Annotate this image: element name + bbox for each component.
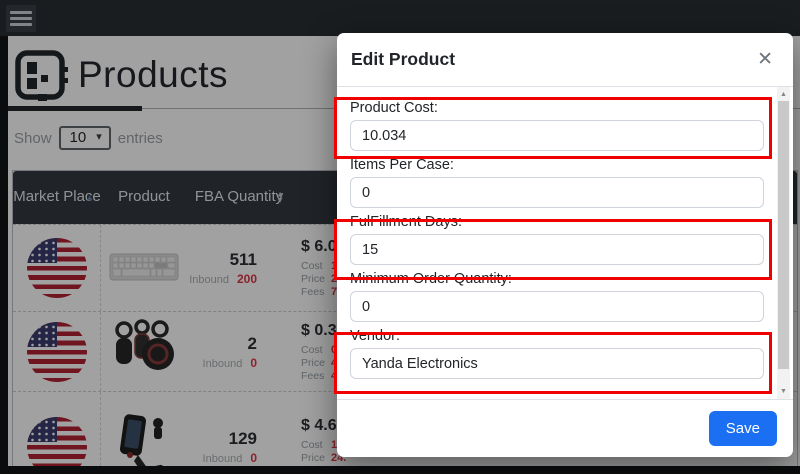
product-image-car-phone-mount [119,413,164,466]
scroll-down-icon[interactable]: ▼ [780,388,787,395]
modal-header: Edit Product ✕ [337,33,793,87]
us-flag-icon [26,416,87,466]
show-entries-control: Show 10 ▾ entries [14,126,800,150]
modal-scrollbar[interactable]: ▲ ▼ [777,87,790,399]
fba-quantity-value: 511 [229,250,257,269]
chevron-down-icon: ▾ [96,131,102,143]
product-cell [101,225,187,311]
hamburger-menu-icon[interactable] [6,5,36,32]
entries-label: entries [117,129,163,147]
inbound-value: 0 [250,450,257,465]
marketplace-cell [13,312,101,391]
items-per-case-input[interactable] [350,177,764,208]
show-label: Show [14,129,52,147]
modal-body: Product Cost: Items Per Case: FulFillmen… [337,87,793,399]
modal-footer: Save [337,399,793,457]
sort-both-icon[interactable]: ▲ ▼ [276,189,284,205]
field-minimum-order-quantity: Minimum Order Quantity: [350,271,764,322]
fba-quantity-cell: 2 Inbound 0 [187,312,291,391]
product-cost-label: Product Cost: [350,100,438,116]
fba-quantity-value: 2 [247,333,257,353]
close-icon[interactable]: ✕ [757,49,773,70]
profit-value: $ 4.67 [301,416,346,434]
column-header-marketplace[interactable]: Market Place ▲ [13,188,101,206]
field-product-cost: Product Cost: [350,100,764,151]
fulfillment-days-input[interactable] [350,234,764,265]
column-header-product[interactable]: Product [118,188,170,206]
minimum-order-quantity-input[interactable] [350,291,764,322]
field-items-per-case: Items Per Case: [350,157,764,208]
marketplace-cell [13,392,101,466]
fba-quantity-value: 129 [228,428,257,448]
product-image-keyboard [109,253,179,281]
product-cost-input[interactable] [350,120,764,151]
marketplace-cell [13,225,101,311]
active-tab-underline [8,106,142,111]
fba-quantity-cell: 129 Inbound 0 [187,392,291,466]
inbound-value: 200 [236,272,257,286]
sort-asc-icon[interactable]: ▲ [85,191,94,202]
items-per-case-label: Items Per Case: [350,157,454,173]
entries-select-value: 10 [69,129,87,146]
inbound-label: Inbound [202,357,243,370]
modal-title: Edit Product [351,49,456,69]
product-cell [101,392,187,466]
entries-select[interactable]: 10 ▾ [58,126,111,150]
field-vendor: Vendor: [350,328,764,379]
inbound-label: Inbound [202,452,243,465]
field-fulfillment-days: FulFillment Days: [350,214,764,265]
scrollbar-thumb[interactable] [778,101,789,369]
products-logo-icon [15,50,68,101]
us-flag-icon [26,321,87,382]
vendor-input[interactable] [350,348,764,379]
fba-quantity-cell: 511 Inbound 200 [187,225,291,311]
product-image-keychain-set [115,318,174,370]
us-flag-icon [26,238,87,298]
inbound-value: 0 [250,355,257,370]
page-header: Products [8,36,800,102]
fulfillment-days-label: FulFillment Days: [350,214,462,230]
page-title: Products [78,54,229,95]
top-nav-bar [0,0,800,36]
inbound-label: Inbound [189,274,229,286]
product-cell [101,312,187,391]
save-button[interactable]: Save [708,411,777,446]
column-header-fba-quantity[interactable]: FBA Quantity ▲ ▼ [194,188,284,206]
vendor-label: Vendor: [350,328,400,344]
scroll-up-icon[interactable]: ▲ [780,91,787,98]
minimum-order-quantity-label: Minimum Order Quantity: [350,271,512,287]
edit-product-modal: Edit Product ✕ Product Cost: Items Per C… [337,33,793,457]
